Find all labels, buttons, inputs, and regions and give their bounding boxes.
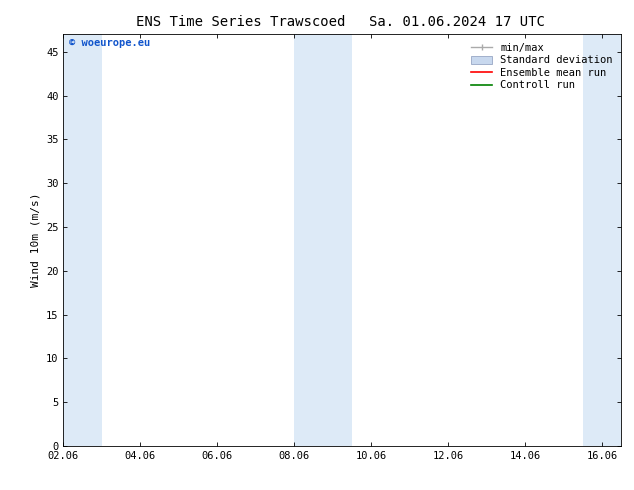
Legend: min/max, Standard deviation, Ensemble mean run, Controll run: min/max, Standard deviation, Ensemble me… [468,40,616,94]
Text: © woeurope.eu: © woeurope.eu [69,38,150,49]
Bar [294,34,352,446]
Text: Sa. 01.06.2024 17 UTC: Sa. 01.06.2024 17 UTC [368,15,545,29]
Bar [583,34,621,446]
Text: ENS Time Series Trawscoed: ENS Time Series Trawscoed [136,15,346,29]
Bar [63,34,102,446]
Y-axis label: Wind 10m (m/s): Wind 10m (m/s) [30,193,41,287]
